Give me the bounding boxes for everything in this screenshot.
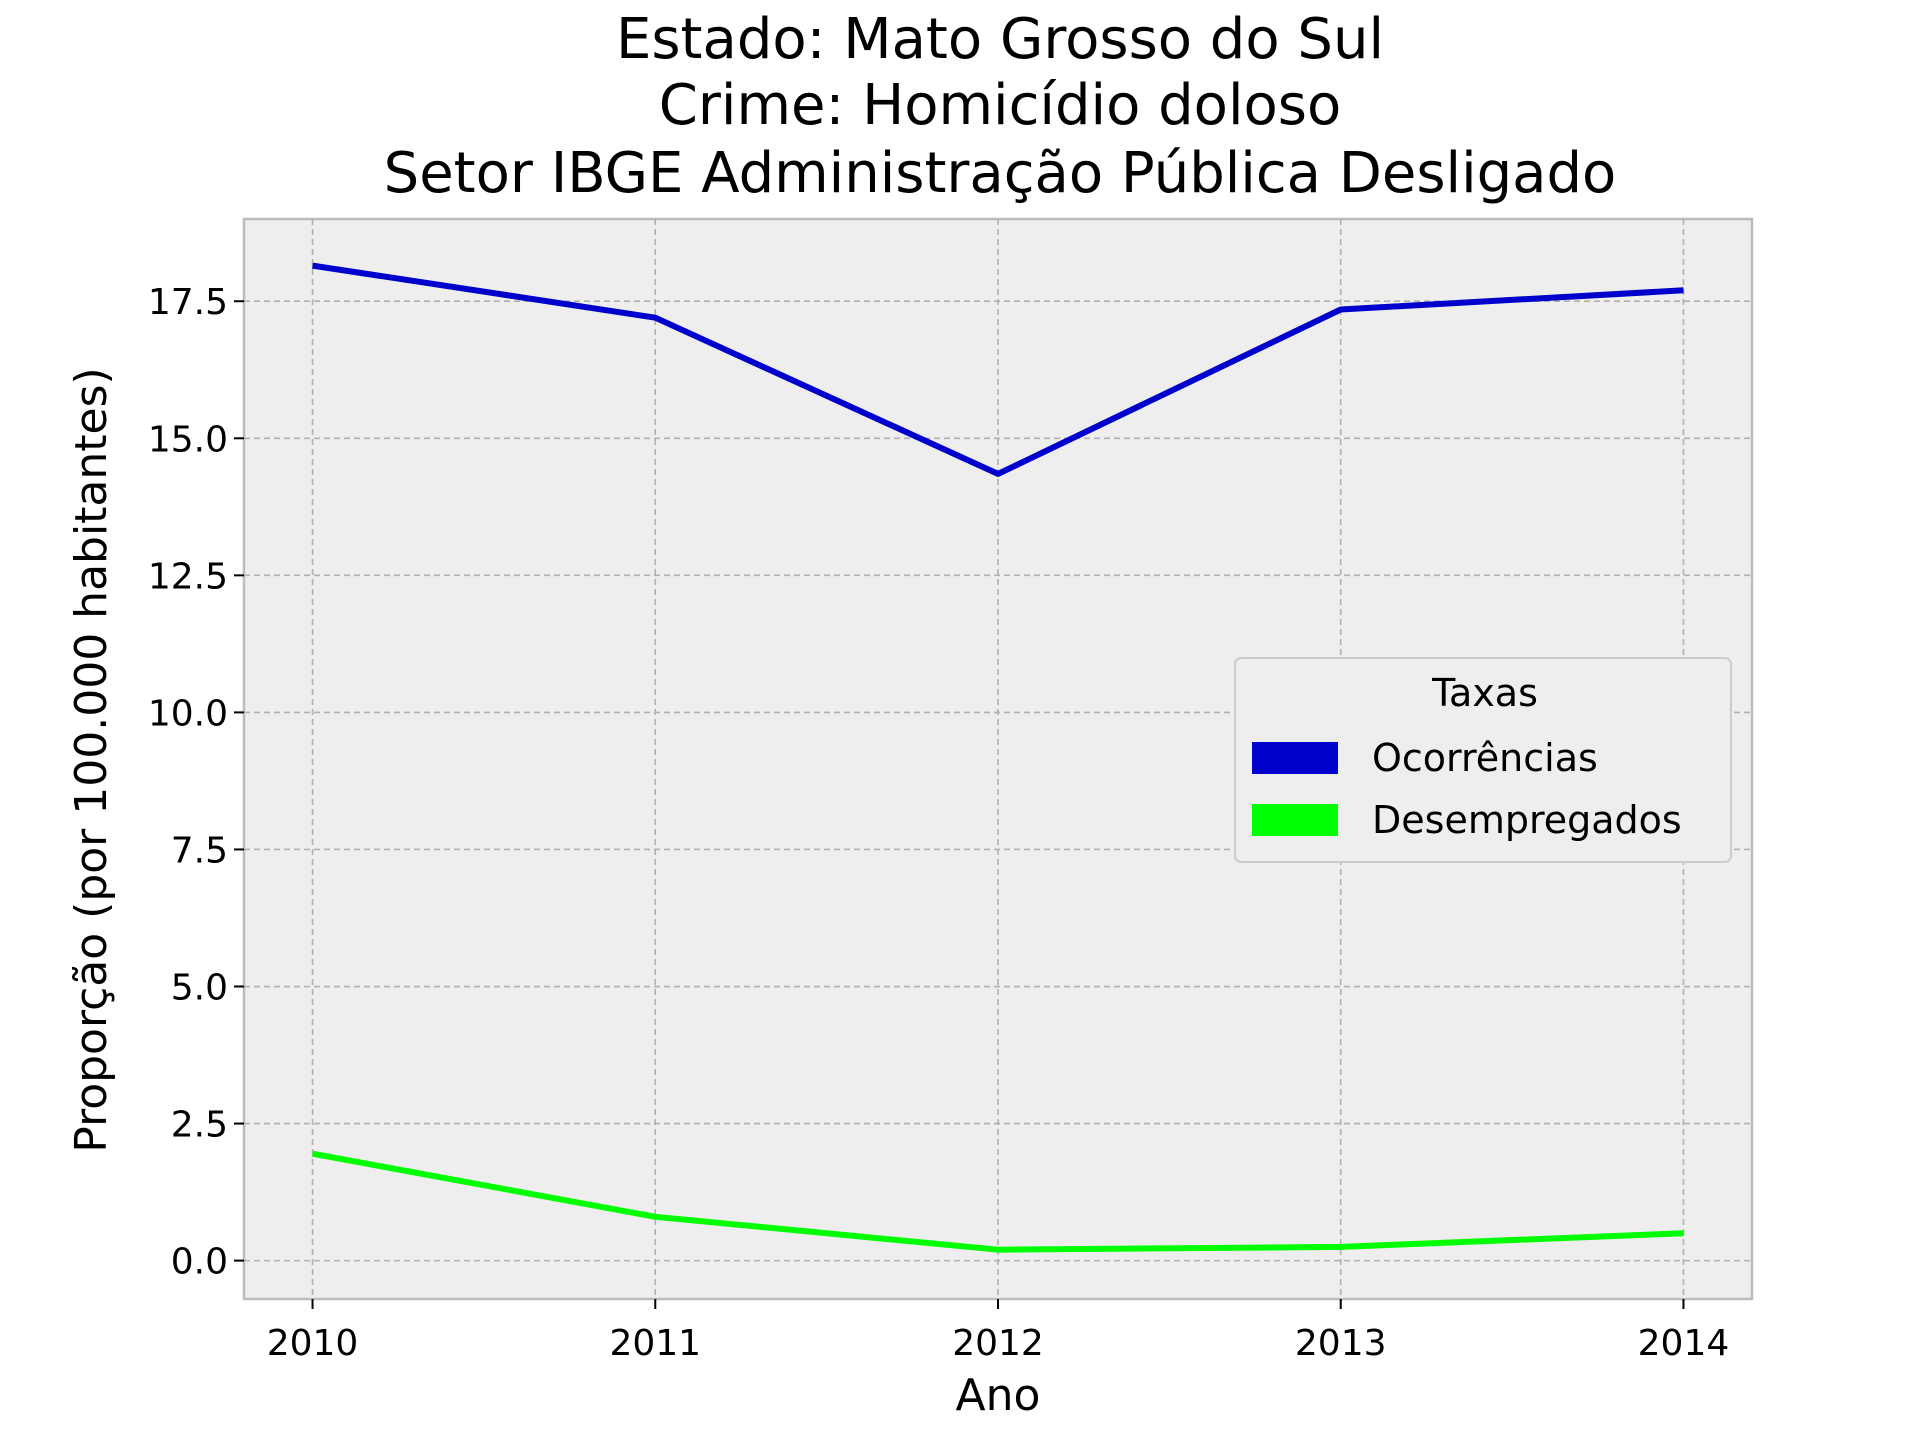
y-tick-label: 17.5 (148, 282, 228, 323)
legend-swatch (1252, 804, 1338, 836)
series-line-0 (312, 262, 1684, 477)
legend-entry-label: Ocorrências (1372, 736, 1598, 780)
y-axis-ticks: 0.0 2.5 5.0 7.5 10.0 12.5 15.0 17.5 (148, 282, 244, 1283)
x-axis-label: Ano (956, 1370, 1041, 1421)
y-tick-label: 12.5 (148, 556, 228, 597)
y-tick-label: 15.0 (148, 419, 228, 460)
x-tick-label: 2011 (609, 1323, 701, 1364)
y-tick-label: 5.0 (171, 968, 228, 1009)
legend-title: Taxas (1431, 671, 1538, 715)
y-axis-label: Proporção (por 100.000 habitantes) (66, 367, 117, 1152)
series-lines (311, 262, 1684, 1253)
title-line-1: Estado: Mato Grosso do Sul (616, 7, 1384, 72)
x-tick-label: 2014 (1638, 1323, 1730, 1364)
series-line-1 (311, 1150, 1684, 1253)
title-line-2: Crime: Homicídio doloso (659, 73, 1341, 138)
grid (244, 219, 1752, 1299)
x-tick-label: 2012 (952, 1323, 1044, 1364)
x-axis-ticks: 2010 2011 2012 2013 2014 (267, 1299, 1730, 1364)
legend-swatch (1252, 742, 1338, 774)
y-tick-label: 0.0 (171, 1242, 228, 1283)
x-tick-label: 2010 (267, 1323, 359, 1364)
legend: Taxas Ocorrências Desempregados (1234, 657, 1732, 863)
legend-box (1234, 657, 1732, 863)
y-tick-label: 2.5 (171, 1105, 228, 1146)
title-line-3: Setor IBGE Administração Pública Desliga… (384, 141, 1617, 206)
chart-title: Estado: Mato Grosso do Sul Crime: Homicí… (384, 7, 1617, 206)
legend-entry-label: Desempregados (1372, 798, 1682, 842)
x-tick-label: 2013 (1295, 1323, 1387, 1364)
y-tick-label: 7.5 (171, 830, 228, 871)
y-tick-label: 10.0 (148, 693, 228, 734)
